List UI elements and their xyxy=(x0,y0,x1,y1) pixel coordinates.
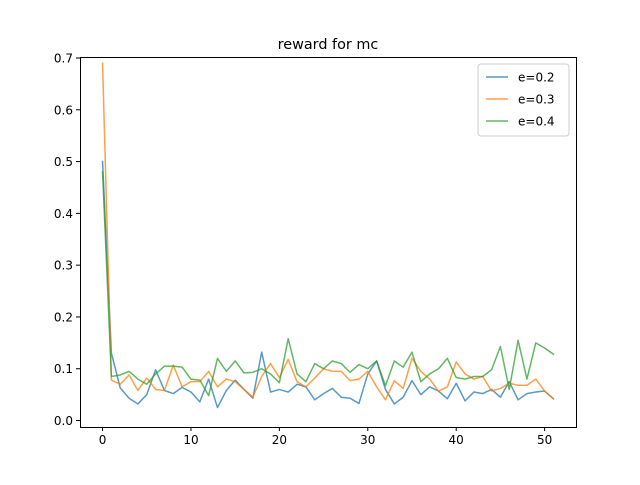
series-line-1 xyxy=(101,62,555,401)
y-tick-label: 0.0 xyxy=(54,414,73,428)
y-tick-label: 0.5 xyxy=(54,155,73,169)
x-tick-label: 40 xyxy=(449,433,464,447)
x-tick-label: 0 xyxy=(99,433,107,447)
y-tick-label: 0.6 xyxy=(54,103,73,117)
y-axis: 0.0 0.1 0.2 0.3 0.4 0.5 0.6 0.7 xyxy=(54,52,80,428)
x-axis: 0 10 20 30 40 50 xyxy=(99,427,552,447)
legend-frame xyxy=(477,63,570,137)
series-layer xyxy=(101,62,555,409)
legend-label-2: e=0.4 xyxy=(518,115,555,129)
y-tick-label: 0.3 xyxy=(54,259,73,273)
y-tick-label: 0.2 xyxy=(54,310,73,324)
x-tick-label: 50 xyxy=(537,433,552,447)
legend: e=0.2 e=0.3 e=0.4 xyxy=(477,63,570,137)
legend-label-1: e=0.3 xyxy=(518,93,555,107)
plot-area-frame xyxy=(80,57,577,428)
y-tick-label: 0.7 xyxy=(54,52,73,66)
series-line-2 xyxy=(101,171,555,397)
series-line-0 xyxy=(101,160,555,409)
y-tick-label: 0.1 xyxy=(54,362,73,376)
chart-title: reward for mc xyxy=(278,37,379,53)
legend-label-0: e=0.2 xyxy=(518,71,555,85)
x-tick-label: 30 xyxy=(360,433,375,447)
x-tick-label: 20 xyxy=(272,433,287,447)
y-tick-label: 0.4 xyxy=(54,207,73,221)
x-tick-label: 10 xyxy=(183,433,198,447)
